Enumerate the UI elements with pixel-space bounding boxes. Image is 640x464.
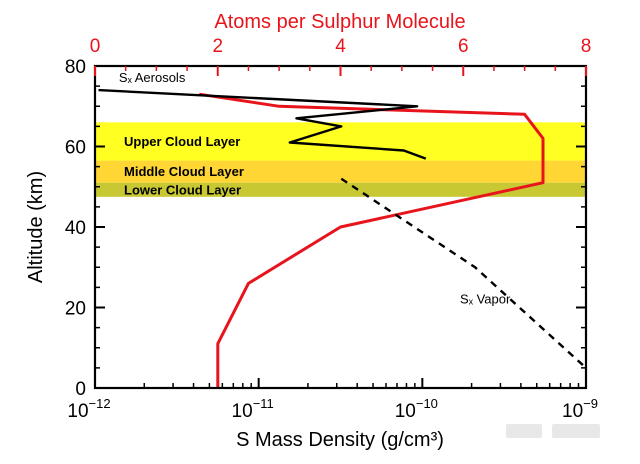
top-tick-label: 4	[335, 36, 346, 57]
series-line	[98, 88, 427, 160]
top-axis-label: Atoms per Sulphur Molecule	[214, 11, 465, 33]
x-tick-label: 10−9	[562, 396, 598, 422]
cloud-band	[95, 122, 586, 161]
x-tick-base: 10	[562, 401, 583, 422]
top-tick-label: 0	[90, 36, 101, 57]
y-tick-label: 40	[65, 218, 86, 239]
top-tick-label: 2	[212, 36, 223, 57]
cloud-band-labels: Upper Cloud Layer Middle Cloud Layer Lower…	[124, 134, 244, 197]
annotation-label: Sₓ Vapor	[460, 291, 511, 306]
x-tick-label: 10−11	[232, 396, 274, 422]
series-line	[340, 177, 587, 369]
top-tick-label: 8	[581, 36, 592, 57]
x-axis-label: S Mass Density (g/cm³)	[236, 429, 444, 451]
series-group	[98, 88, 587, 388]
annotations: Sₓ Aerosols Sₓ Vapor	[119, 70, 511, 306]
blurred-watermark	[552, 424, 600, 438]
x-tick-label: 10−10	[395, 396, 438, 422]
cloud-band-label: Middle Cloud Layer	[124, 164, 244, 179]
cloud-bands	[95, 122, 586, 197]
series-line	[199, 92, 545, 388]
cloud-band	[95, 182, 586, 197]
x-tick-label: 10−12	[67, 396, 110, 422]
cloud-band-label: Upper Cloud Layer	[124, 134, 240, 149]
y-tick-label: 60	[65, 138, 86, 159]
axes	[93, 64, 588, 390]
x-tick-base: 10	[232, 401, 253, 422]
x-tick-base: 10	[67, 401, 88, 422]
cloud-band-label: Lower Cloud Layer	[124, 182, 241, 197]
cloud-band	[95, 160, 586, 183]
top-tick-label: 6	[458, 36, 469, 57]
annotation-label: Sₓ Aerosols	[119, 70, 186, 85]
x-tick-exponent: −10	[416, 396, 438, 411]
x-tick-exponent: −9	[583, 396, 598, 411]
x-tick-base: 10	[395, 401, 416, 422]
x-tick-exponent: −11	[253, 396, 274, 411]
y-tick-label: 80	[65, 57, 86, 78]
blurred-watermark	[506, 424, 542, 438]
x-tick-exponent: −12	[89, 396, 111, 411]
y-tick-label: 20	[65, 299, 86, 320]
y-axis-label: Altitude (km)	[25, 171, 47, 283]
y-tick-label: 0	[75, 379, 86, 400]
